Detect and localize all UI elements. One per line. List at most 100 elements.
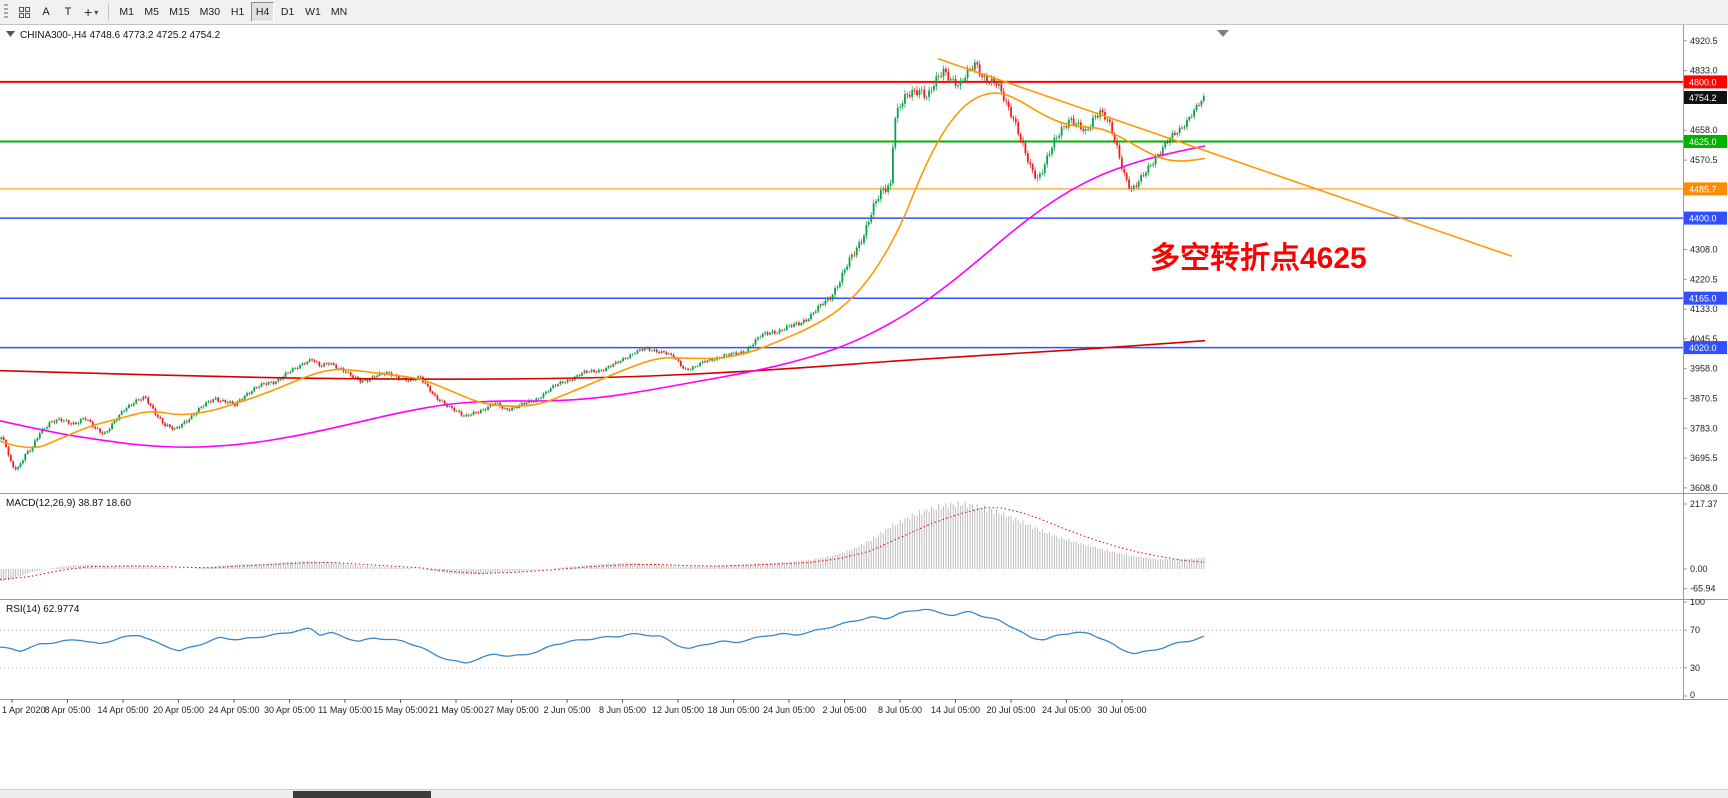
timeframe-w1-button[interactable]: W1 bbox=[301, 2, 325, 22]
time-tick-label: 12 Jun 05:00 bbox=[652, 705, 704, 715]
price-tick-label: 4920.5 bbox=[1690, 36, 1718, 46]
time-tick-label: 14 Jul 05:00 bbox=[931, 705, 980, 715]
timeframe-m1-button[interactable]: M1 bbox=[115, 2, 139, 22]
price-badge-label: 4625.0 bbox=[1689, 137, 1717, 147]
toolbar: A T + ▾ M1 M5 M15 M30 H1 H4 D1 W1 MN bbox=[0, 0, 1728, 25]
time-tick-label: 24 Jul 05:00 bbox=[1042, 705, 1091, 715]
price-badge-label: 4800.0 bbox=[1689, 77, 1717, 87]
price-chart-panel[interactable]: 4920.54833.04745.54658.04570.54483.04395… bbox=[0, 25, 1728, 493]
crosshair-button[interactable]: + ▾ bbox=[80, 2, 103, 22]
macd-histogram bbox=[0, 501, 1205, 582]
descending-trendline[interactable] bbox=[937, 57, 1513, 258]
price-tick-label: 3695.5 bbox=[1690, 453, 1718, 463]
rsi-tick-label: 100 bbox=[1690, 599, 1705, 607]
candles-layer[interactable] bbox=[0, 59, 1205, 471]
macd-panel[interactable]: 217.37 0.00 -65.94 MACD(12,26,9) 38.87 18.… bbox=[0, 493, 1728, 599]
macd-signal-line bbox=[0, 507, 1206, 580]
ma-fast-line[interactable] bbox=[0, 92, 1206, 449]
time-tick-label: 24 Jun 05:00 bbox=[763, 705, 815, 715]
time-tick-label: 24 Apr 05:00 bbox=[208, 705, 259, 715]
annotate-button[interactable]: A bbox=[36, 2, 56, 22]
time-tick-label: 11 May 05:00 bbox=[318, 705, 372, 715]
price-tick-label: 4833.0 bbox=[1690, 66, 1718, 76]
price-tick-label: 3870.5 bbox=[1690, 394, 1718, 404]
time-tick-label: 30 Jul 05:00 bbox=[1097, 705, 1146, 715]
annotation-text[interactable]: 多空转折点4625 bbox=[1150, 242, 1367, 275]
time-tick-label: 20 Apr 05:00 bbox=[153, 705, 204, 715]
ma-mid-line[interactable] bbox=[0, 145, 1206, 448]
rsi-panel[interactable]: 100 70 30 0 RSI(14) 62.9774 bbox=[0, 599, 1728, 699]
rsi-tick-label: 30 bbox=[1690, 663, 1700, 673]
time-tick-label: 2 Jun 05:00 bbox=[543, 705, 590, 715]
time-tick-label: 2 Jul 05:00 bbox=[822, 705, 866, 715]
horizontal-scrollbar[interactable] bbox=[0, 789, 1728, 798]
dropdown-caret-icon: ▾ bbox=[94, 7, 99, 17]
price-tick-label: 4308.0 bbox=[1690, 245, 1718, 255]
price-badge-label: 4485.7 bbox=[1689, 184, 1717, 194]
price-tick-label: 4133.0 bbox=[1690, 304, 1718, 314]
price-badge-label: 4165.0 bbox=[1689, 294, 1717, 304]
time-tick-label: 21 May 05:00 bbox=[429, 705, 484, 715]
price-badge-4400.0 bbox=[1684, 211, 1727, 225]
price-badge-4020.0 bbox=[1684, 341, 1727, 355]
price-badge-label: 4754.2 bbox=[1689, 93, 1717, 103]
macd-label: MACD(12,26,9) 38.87 18.60 bbox=[6, 498, 132, 509]
time-tick-label: 8 Jul 05:00 bbox=[878, 705, 922, 715]
rsi-tick-label: 70 bbox=[1690, 625, 1700, 635]
price-tick-label: 3783.0 bbox=[1690, 423, 1718, 433]
chart-window-button[interactable] bbox=[14, 2, 34, 22]
macd-tick-label: 217.37 bbox=[1690, 499, 1718, 509]
time-tick-label: 1 Apr 2020 bbox=[2, 705, 46, 715]
rsi-layers: 100 70 30 0 bbox=[0, 599, 1728, 699]
macd-tick-label: -65.94 bbox=[1690, 584, 1716, 594]
price-tick-label: 3608.0 bbox=[1690, 483, 1718, 493]
price-tick-label: 4570.5 bbox=[1690, 155, 1718, 165]
timeframe-buttons: M1 M5 M15 M30 H1 H4 D1 W1 MN bbox=[114, 2, 352, 22]
symbol-dropdown-icon[interactable] bbox=[6, 31, 15, 37]
price-tick-label: 4658.0 bbox=[1690, 125, 1718, 135]
price-chart-layers: 4920.54833.04745.54658.04570.54483.04395… bbox=[0, 25, 1727, 493]
timeframe-m30-button[interactable]: M30 bbox=[195, 2, 225, 22]
timeframe-mn-button[interactable]: MN bbox=[326, 2, 352, 22]
scrollbar-thumb[interactable] bbox=[293, 791, 431, 798]
chart-shift-marker-icon[interactable] bbox=[1217, 30, 1229, 37]
timeframe-h4-button[interactable]: H4 bbox=[251, 2, 275, 22]
timeframe-m15-button[interactable]: M15 bbox=[165, 2, 194, 22]
timeframe-d1-button[interactable]: D1 bbox=[276, 2, 300, 22]
macd-tick-label: 0.00 bbox=[1690, 564, 1708, 574]
crosshair-icon: + bbox=[84, 4, 93, 20]
time-tick-label: 14 Apr 05:00 bbox=[97, 705, 148, 715]
rsi-line bbox=[0, 608, 1205, 664]
price-badge-4800.0 bbox=[1684, 75, 1727, 89]
chart-area: 4920.54833.04745.54658.04570.54483.04395… bbox=[0, 25, 1728, 798]
price-badge-4625.0 bbox=[1684, 135, 1727, 148]
price-tick-label: 4220.5 bbox=[1690, 274, 1718, 284]
time-tick-label: 8 Apr 05:00 bbox=[44, 705, 90, 715]
price-badge-4485.7 bbox=[1684, 182, 1727, 196]
price-badge-label: 4020.0 bbox=[1689, 343, 1717, 353]
toolbar-separator bbox=[108, 3, 110, 21]
macd-layers: 217.37 0.00 -65.94 bbox=[0, 493, 1728, 599]
toolbar-grip[interactable] bbox=[4, 4, 8, 20]
chart-title: CHINA300-,H4 4748.6 4773.2 4725.2 4754.2 bbox=[20, 30, 221, 41]
price-tick-label: 4045.5 bbox=[1690, 334, 1718, 344]
text-tool-button[interactable]: T bbox=[58, 2, 78, 22]
price-badge-4165.0 bbox=[1684, 291, 1727, 305]
price-tick-label: 3958.0 bbox=[1690, 364, 1718, 374]
time-tick-label: 30 Apr 05:00 bbox=[264, 705, 315, 715]
ma-slow-line[interactable] bbox=[0, 339, 1206, 381]
timeframe-h1-button[interactable]: H1 bbox=[226, 2, 250, 22]
time-tick-label: 18 Jun 05:00 bbox=[707, 705, 759, 715]
time-tick-label: 20 Jul 05:00 bbox=[986, 705, 1035, 715]
grid-icon bbox=[18, 6, 30, 18]
price-badge-4754.2 bbox=[1684, 91, 1727, 104]
rsi-tick-label: 0 bbox=[1690, 690, 1695, 699]
price-badge-label: 4400.0 bbox=[1689, 214, 1717, 224]
time-tick-label: 15 May 05:00 bbox=[373, 705, 428, 715]
timeframe-m5-button[interactable]: M5 bbox=[140, 2, 164, 22]
time-tick-label: 8 Jun 05:00 bbox=[599, 705, 646, 715]
time-tick-label: 27 May 05:00 bbox=[484, 705, 539, 715]
